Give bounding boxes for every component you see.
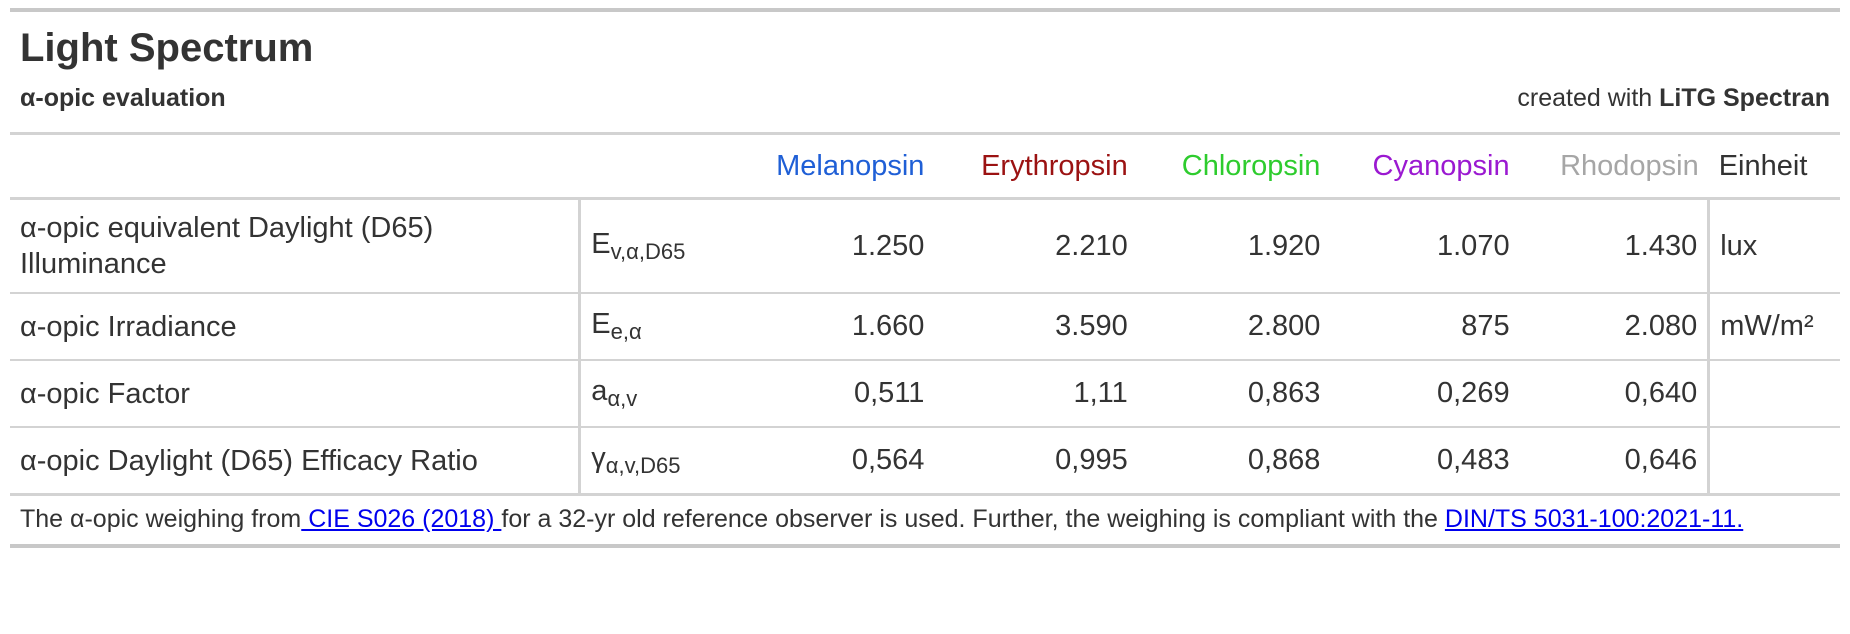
table-footnote: The α-opic weighing from CIE S026 (2018)… [10, 496, 1840, 544]
footnote-text-2: for a 32-yr old reference observer is us… [501, 505, 1445, 533]
credit-brand: LiTG Spectran [1659, 84, 1830, 112]
credit-note: created with LiTG Spectran [1517, 84, 1830, 113]
symbol-subscript: e,α [610, 319, 642, 344]
cell-erythropsin: 1,11 [934, 360, 1138, 428]
symbol-subscript: α,v [607, 386, 638, 411]
symbol-base: E [591, 308, 611, 340]
symbol-base: a [591, 375, 608, 407]
spectrum-table-card: Light Spectrum α-opic evaluation created… [10, 8, 1840, 548]
row-symbol: Ev,α,D65 [578, 198, 716, 294]
cell-melanopsin: 0,564 [715, 427, 935, 496]
row-symbol: Ee,α [578, 293, 716, 361]
din-ts-link[interactable]: DIN/TS 5031-100:2021-11. [1444, 505, 1744, 533]
heading-rule [10, 132, 1840, 135]
row-label: α-opic Irradiance [10, 293, 580, 361]
cell-unit [1707, 427, 1840, 496]
row-label: α-opic Factor [10, 360, 580, 428]
row-symbol: aα,v [578, 360, 716, 428]
credit-prefix: created with [1517, 84, 1660, 112]
header-blank-symbol [579, 135, 716, 200]
table-subtitle: α-opic evaluation [20, 84, 226, 112]
cell-chloropsin: 2.800 [1137, 293, 1331, 361]
table-row: α-opic Factor aα,v 0,511 1,11 0,863 0,26… [10, 360, 1840, 428]
cell-rhodopsin: 0,646 [1519, 427, 1709, 496]
symbol-base: γ [591, 442, 606, 474]
cell-chloropsin: 0,868 [1137, 427, 1331, 496]
table-row: α-opic equivalent Daylight (D65) Illumin… [10, 198, 1840, 294]
cell-chloropsin: 1.920 [1137, 198, 1331, 294]
col-header-rhodopsin: Rhodopsin [1519, 135, 1709, 200]
header-blank [10, 135, 580, 200]
symbol-base: E [591, 227, 611, 260]
col-header-melanopsin: Melanopsin [715, 135, 935, 200]
cell-melanopsin: 1.250 [715, 198, 935, 294]
cell-rhodopsin: 0,640 [1519, 360, 1709, 428]
table-title: Light Spectrum [20, 26, 314, 70]
cell-rhodopsin: 2.080 [1519, 293, 1709, 361]
row-label: α-opic Daylight (D65) Efficacy Ratio [10, 427, 580, 496]
cie-s026-link[interactable]: CIE S026 (2018) [301, 505, 502, 533]
cell-rhodopsin: 1.430 [1519, 198, 1709, 294]
cell-chloropsin: 0,863 [1137, 360, 1331, 428]
cell-cyanopsin: 875 [1330, 293, 1520, 361]
cell-unit: lux [1707, 198, 1840, 294]
symbol-subscript: α,v,D65 [605, 453, 681, 478]
col-header-unit: Einheit [1708, 135, 1840, 200]
cell-erythropsin: 2.210 [934, 198, 1138, 294]
top-rule [10, 8, 1840, 12]
table-row: α-opic Daylight (D65) Efficacy Ratio γα,… [10, 427, 1840, 496]
symbol-subscript: v,α,D65 [610, 238, 686, 264]
cell-cyanopsin: 0,483 [1330, 427, 1520, 496]
cell-cyanopsin: 1.070 [1330, 198, 1520, 294]
header-row: Melanopsin Erythropsin Chloropsin Cyanop… [10, 135, 1840, 200]
cell-erythropsin: 3.590 [934, 293, 1138, 361]
alpha-opic-table: Melanopsin Erythropsin Chloropsin Cyanop… [10, 135, 1840, 496]
col-header-chloropsin: Chloropsin [1137, 135, 1331, 200]
row-symbol: γα,v,D65 [578, 427, 716, 496]
footnote-text-1: The α-opic weighing from [20, 505, 302, 533]
table-row: α-opic Irradiance Ee,α 1.660 3.590 2.800… [10, 293, 1840, 361]
table-heading: Light Spectrum α-opic evaluation created… [10, 12, 1840, 132]
cell-melanopsin: 0,511 [715, 360, 935, 428]
col-header-erythropsin: Erythropsin [934, 135, 1138, 200]
cell-melanopsin: 1.660 [715, 293, 935, 361]
row-label: α-opic equivalent Daylight (D65) Illumin… [10, 198, 580, 294]
cell-cyanopsin: 0,269 [1330, 360, 1520, 428]
col-header-cyanopsin: Cyanopsin [1330, 135, 1520, 200]
bottom-rule [10, 544, 1840, 548]
cell-unit [1707, 360, 1840, 428]
cell-erythropsin: 0,995 [934, 427, 1138, 496]
cell-unit: mW/m² [1707, 293, 1840, 361]
